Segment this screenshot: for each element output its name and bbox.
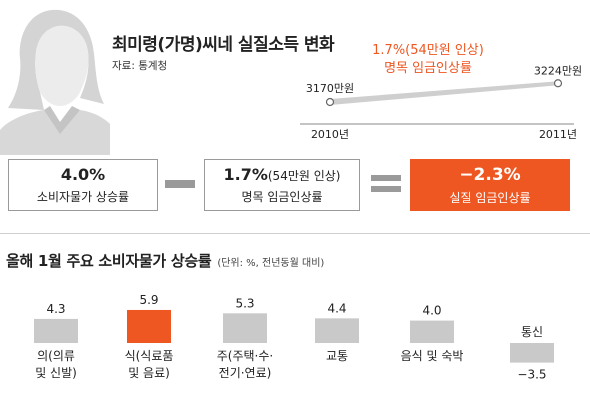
- equals-sign-bottom: [371, 186, 401, 192]
- bar: [510, 343, 554, 363]
- cpi-rate-label: 소비자물가 상승률: [36, 190, 130, 204]
- trend-end-label: 3224만원: [534, 64, 582, 77]
- portrait-collar: [44, 106, 80, 134]
- trend-caption-label: 명목 임금인상률: [384, 61, 472, 76]
- category-label: 음식 및 숙박: [401, 349, 464, 363]
- section-divider: [0, 233, 590, 234]
- bar-value-label: 4.4: [327, 301, 346, 315]
- category-label: 및 음료): [128, 366, 170, 380]
- trend-caption-value: 1.7%(54만원 인상): [372, 43, 484, 58]
- category-label: 교통: [326, 349, 348, 363]
- portrait-illustration: [0, 9, 110, 155]
- category-label: 주(주택·수·: [217, 349, 273, 363]
- minus-sign: [165, 180, 195, 188]
- page-title: 최미령(가명)씨네 실질소득 변화: [112, 35, 335, 55]
- bar-value-label: −3.5: [517, 368, 546, 382]
- bar: [34, 318, 78, 343]
- nominal-wage-value: 1.7%: [223, 165, 268, 184]
- chart-title: 올해 1월 주요 소비자물가 상승률 (단위: %, 전년동월 대비): [6, 250, 324, 271]
- bar-value-label: 4.0: [422, 304, 441, 318]
- cpi-rate-box: 4.0% 소비자물가 상승률: [8, 159, 158, 211]
- bar-value-label: 5.9: [139, 293, 158, 307]
- nominal-wage-value-row: 1.7%(54만원 인상): [224, 165, 341, 184]
- real-wage-label: 실질 임금인상률: [449, 190, 531, 205]
- bar: [315, 318, 359, 343]
- source-note: 자료: 통계청: [112, 60, 168, 72]
- category-label: 식(식료품: [125, 349, 174, 363]
- nominal-wage-box: 1.7%(54만원 인상) 명목 임금인상률: [204, 159, 360, 211]
- trend-start-label: 3170만원: [306, 82, 354, 95]
- trend-area: [330, 81, 558, 105]
- chart-unit-note: (단위: %, 전년동월 대비): [217, 258, 325, 269]
- equals-sign-top: [371, 175, 401, 181]
- nominal-wage-label: 명목 임금인상률: [241, 190, 323, 204]
- bar: [410, 320, 454, 343]
- portrait-hair: [8, 9, 104, 110]
- real-wage-value: −2.3%: [459, 164, 521, 185]
- category-label: 전기·연료): [219, 366, 272, 380]
- category-label: 의(의류: [37, 349, 75, 363]
- trend-start-year: 2010년: [311, 128, 349, 140]
- income-trend-chart: 1.7%(54만원 인상) 명목 임금인상률 3170만원 3224만원 201…: [300, 43, 582, 140]
- category-label: 및 신발): [35, 366, 77, 380]
- bar: [223, 313, 267, 343]
- category-label: 통신: [521, 325, 543, 339]
- bar-value-label: 5.3: [235, 296, 254, 310]
- trend-end-point: [553, 79, 563, 88]
- portrait-face: [35, 25, 89, 106]
- portrait-body: [0, 110, 110, 155]
- chart-title-text: 올해 1월 주요 소비자물가 상승률: [6, 252, 212, 270]
- cpi-rate-value: 4.0%: [60, 165, 106, 184]
- bar: [127, 309, 171, 343]
- nominal-wage-note: (54만원 인상): [267, 169, 341, 183]
- trend-start-point: [325, 97, 335, 107]
- real-wage-box: −2.3% 실질 임금인상률: [410, 159, 570, 211]
- trend-end-year: 2011년: [539, 128, 577, 140]
- bar-value-label: 4.3: [46, 302, 65, 316]
